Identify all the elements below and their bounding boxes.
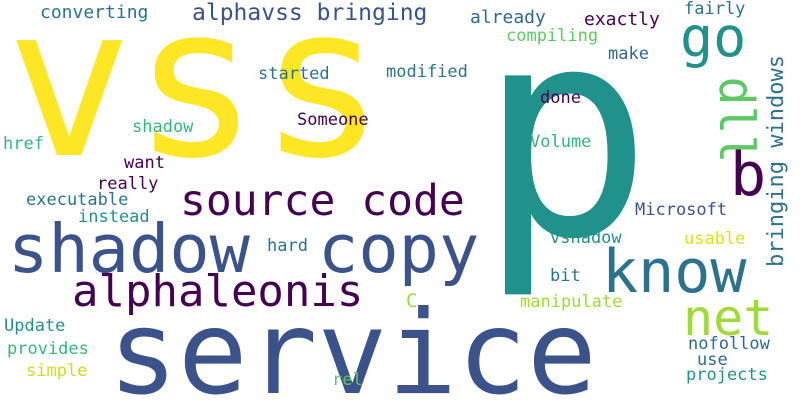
word-use: use xyxy=(697,350,728,370)
word-shadow-large: shadow xyxy=(8,210,251,288)
word-projects: projects xyxy=(686,365,768,385)
word-vshadow: vshadow xyxy=(550,228,622,248)
word-microsoft: Microsoft xyxy=(635,200,728,220)
word-really: really xyxy=(97,174,159,194)
word-fairly: fairly xyxy=(684,0,746,19)
word-update: Update xyxy=(4,316,66,336)
word-done: done xyxy=(540,88,581,108)
word-want: want xyxy=(124,153,165,173)
word-dll: dll xyxy=(708,76,764,164)
word-net: net xyxy=(683,289,774,347)
word-source-code: source code xyxy=(180,176,465,226)
word-service: service xyxy=(108,286,597,400)
word-href: href xyxy=(3,134,44,154)
word-already: already xyxy=(470,7,546,28)
word-vss: vss xyxy=(6,0,386,205)
word-converting: converting xyxy=(40,2,149,23)
word-started: started xyxy=(258,64,330,84)
word-rel: rel xyxy=(332,370,363,390)
word-manipulate: manipulate xyxy=(520,292,623,312)
word-exactly: exactly xyxy=(584,9,660,30)
word-simple: simple xyxy=(26,361,88,381)
word-modified: modified xyxy=(386,62,468,82)
word-executable: executable xyxy=(26,190,129,210)
word-copy: copy xyxy=(318,210,480,288)
word-bit: bit xyxy=(550,266,581,286)
word-know: know xyxy=(602,237,747,307)
word-usable: usable xyxy=(684,229,746,249)
word-alphaleonis: alphaleonis xyxy=(72,266,364,317)
word-hard: hard xyxy=(267,236,308,256)
word-nofollow: nofollow xyxy=(688,334,770,354)
word-go: go xyxy=(680,5,747,69)
word-bringing-windows: bringing windows xyxy=(764,55,789,267)
word-someone: Someone xyxy=(297,110,369,130)
word-instead: instead xyxy=(78,207,150,227)
word-volume: Volume xyxy=(530,132,592,152)
word-compiling: compiling xyxy=(506,26,599,46)
word-c: C xyxy=(406,290,418,312)
word-b: b xyxy=(730,140,767,210)
word-make: make xyxy=(608,44,649,64)
word-alphavss-bringing: alphavss bringing xyxy=(192,0,428,26)
word-p: p xyxy=(478,0,653,303)
word-provides: provides xyxy=(7,339,89,359)
word-shadow-small: shadow xyxy=(132,117,194,137)
